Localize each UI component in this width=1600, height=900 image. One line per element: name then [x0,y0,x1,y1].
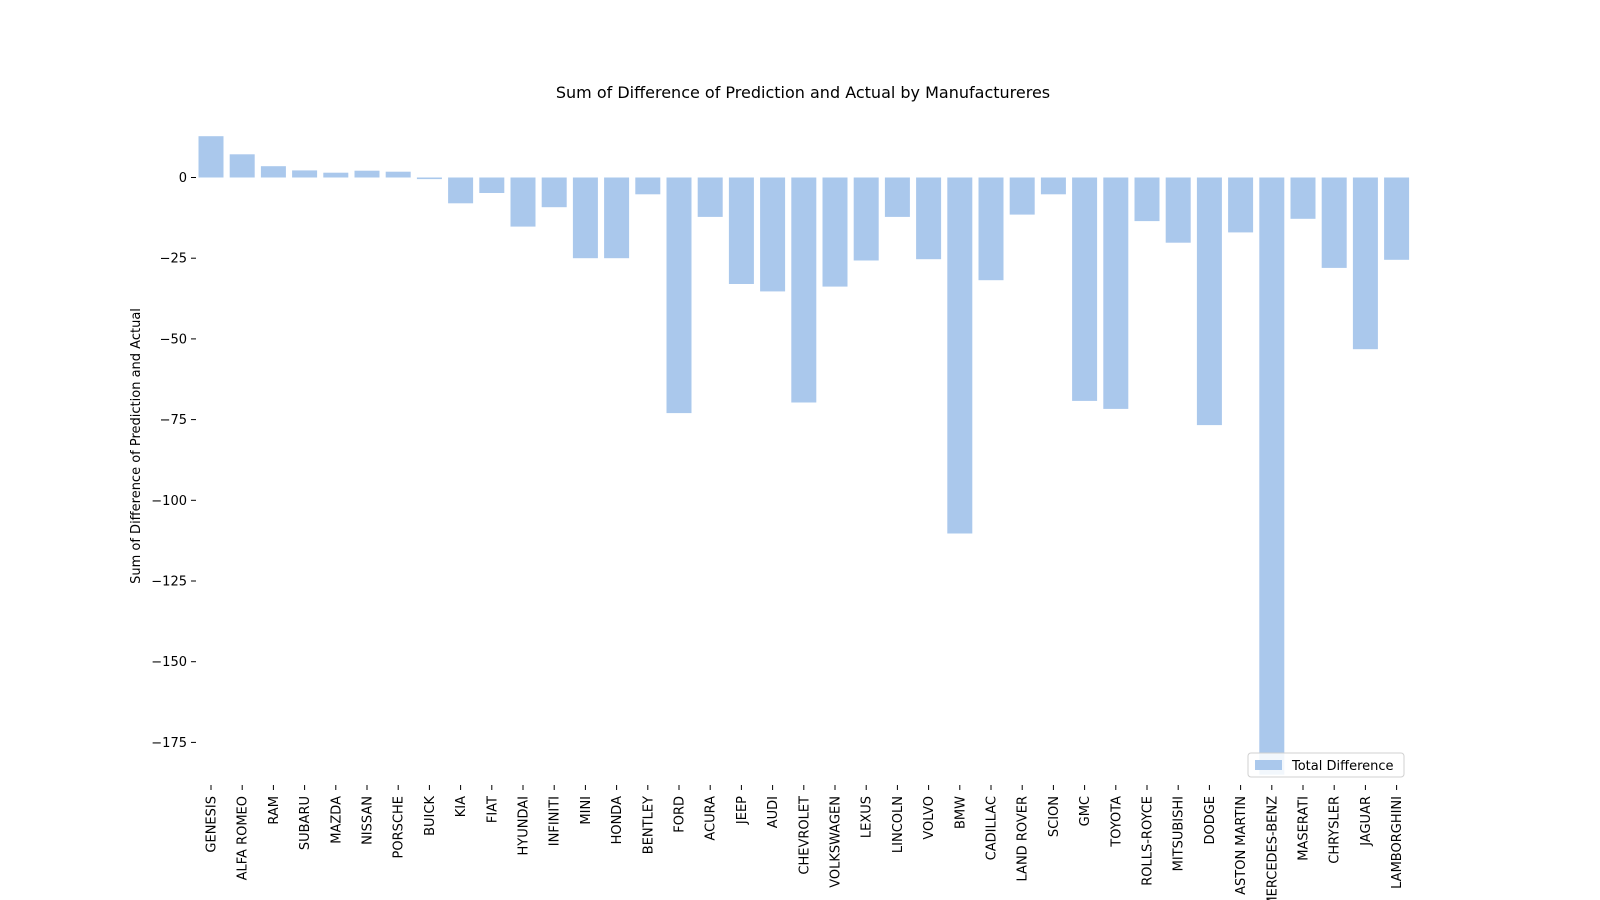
bar-mitsubishi [1165,177,1191,243]
bar-mercedes-benz [1259,177,1285,775]
bar-chrysler [1321,177,1347,268]
bar-ram [260,166,286,178]
bar-jeep [728,177,754,284]
x-tick-label: ALFA ROMEO [236,796,251,880]
x-tick-label: VOLKSWAGEN [829,796,844,888]
bar-alfa-romeo [229,154,255,178]
x-tick-label: ACURA [704,796,719,841]
bar-volkswagen [822,177,848,287]
x-tick-label: JAGUAR [1359,796,1374,847]
y-axis-label: Sum of Difference of Prediction and Actu… [129,308,144,584]
x-tick-label: ROLLS-ROYCE [1141,796,1156,886]
bars-layer [198,136,1410,775]
x-tick-label: LINCOLN [891,796,906,853]
bar-buick [416,177,442,180]
legend-swatch [1255,760,1282,770]
y-tick-label: −100 [151,494,187,509]
x-tick-label: LEXUS [860,796,875,838]
bar-mini [572,177,598,259]
y-axis-ticks: 0 −25 −50 −75 −100 −125 −150 −175 [151,171,196,751]
y-tick-label: −150 [151,655,187,670]
x-tick-label: ASTON MARTIN [1234,796,1249,895]
x-tick-label: PORSCHE [392,796,407,858]
bar-maserati [1290,177,1316,219]
bar-subaru [292,170,318,178]
bar-hyundai [510,177,536,227]
x-tick-label: MAZDA [329,796,344,844]
bar-lexus [853,177,879,261]
bar-acura [697,177,723,217]
bar-honda [604,177,630,259]
x-tick-label: JEEP [735,796,750,825]
bar-land-rover [1009,177,1035,215]
bar-jaguar [1352,177,1378,350]
x-tick-label: CADILLAC [985,796,1000,860]
x-tick-label: INFINITI [548,796,563,846]
x-tick-label: CHEVROLET [797,796,812,875]
x-tick-label: MINI [579,796,594,825]
bar-lincoln [884,177,910,217]
bar-scion [1040,177,1066,195]
x-tick-label: RAM [267,796,282,825]
legend-box [1247,752,1405,778]
x-tick-label: GMC [1078,796,1093,826]
x-tick-label: CHRYSLER [1328,796,1343,864]
x-tick-label: KIA [454,796,469,817]
x-tick-label: MASERATI [1297,796,1312,861]
y-tick-label: −75 [160,413,187,428]
x-tick-label: BENTLEY [641,796,656,854]
y-tick-label: 0 [179,171,187,186]
x-tick-label: AUDI [766,796,781,828]
x-tick-label: MITSUBISHI [1172,796,1187,871]
x-tick-label: BMW [953,796,968,829]
bar-lamborghini [1384,177,1410,260]
bar-infiniti [541,177,567,208]
x-tick-label: LAND ROVER [1016,796,1031,881]
x-tick-label: SCION [1047,796,1062,837]
x-axis-ticks: GENESIS ALFA ROMEO RAM SUBARU MAZDA NISSAN POR… [205,785,1405,900]
bar-mazda [323,172,349,178]
x-tick-label: VOLVO [922,796,937,840]
bar-audi [760,177,786,292]
x-tick-label: TOYOTA [1109,796,1124,848]
bar-nissan [354,170,380,178]
x-tick-label: MERCEDES-BENZ [1265,796,1280,900]
bar-volvo [916,177,942,260]
bar-bentley [635,177,661,195]
y-tick-label: −50 [160,332,187,347]
bar-dodge [1196,177,1222,426]
bar-fiat [479,177,505,193]
bar-aston-martin [1228,177,1254,233]
y-tick-label: −175 [151,736,187,751]
x-tick-label: BUICK [423,796,438,836]
bar-chevrolet [791,177,817,403]
bar-gmc [1072,177,1098,401]
chart-title: Sum of Difference of Prediction and Actu… [556,83,1050,102]
x-tick-label: NISSAN [361,796,376,845]
x-tick-label: LAMBORGHINI [1390,796,1405,889]
y-tick-label: −125 [151,575,187,590]
x-tick-label: FORD [673,796,688,833]
bar-kia [448,177,474,204]
bar-bmw [947,177,973,534]
bar-ford [666,177,692,414]
legend-label: Total Difference [1291,759,1394,774]
bar-porsche [385,171,411,178]
x-tick-label: GENESIS [205,796,220,853]
bar-toyota [1103,177,1129,409]
legend: Total Difference [1247,752,1405,778]
y-tick-label: −25 [160,252,187,267]
bar-genesis [198,136,224,178]
x-tick-label: FIAT [485,796,500,823]
x-tick-label: HYUNDAI [517,796,532,855]
x-tick-label: SUBARU [298,796,313,850]
bar-rolls-royce [1134,177,1160,222]
x-tick-label: HONDA [610,796,625,845]
x-tick-label: DODGE [1203,796,1218,845]
bar-cadillac [978,177,1004,281]
